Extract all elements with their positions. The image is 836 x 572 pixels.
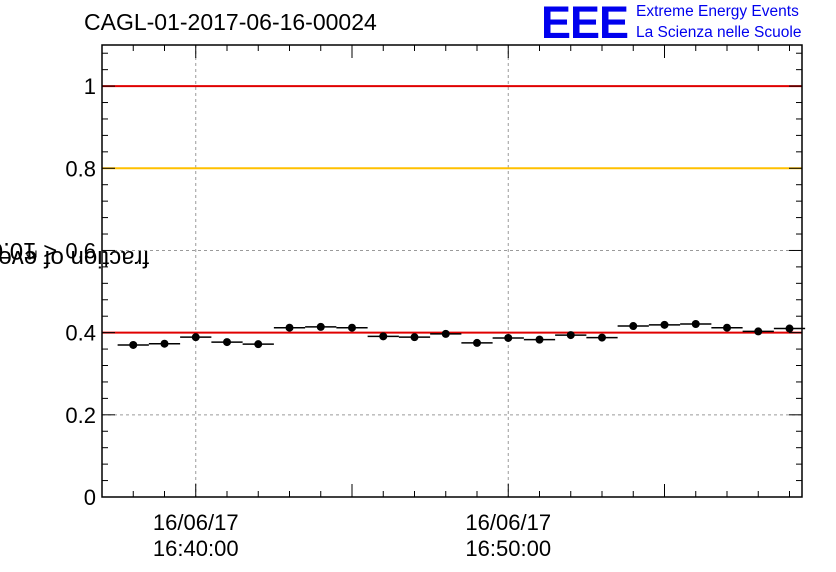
chart-title: CAGL-01-2017-06-16-00024: [84, 9, 377, 35]
x-tick-label-date: 16/06/17: [465, 510, 551, 535]
y-tick-label: 0.6: [65, 238, 96, 263]
data-point: [785, 324, 794, 333]
y-tick-label: 0.8: [65, 156, 96, 181]
data-point: [660, 320, 669, 329]
data-point: [754, 327, 763, 336]
y-tick-label: 1: [84, 74, 96, 99]
eee-logo: EEE: [541, 0, 629, 48]
plot-frame: [101, 44, 803, 498]
y-tick-label: 0: [84, 485, 96, 510]
data-point: [160, 339, 169, 348]
data-point: [379, 332, 388, 341]
y-axis-label-suffix: < 10.0: [0, 236, 58, 264]
data-point: [473, 338, 481, 347]
x-tick-label-time: 16:40:00: [153, 536, 239, 561]
y-tick-label: 0.4: [65, 321, 96, 346]
data-point: [535, 335, 544, 344]
logo-line-2: La Scienza nelle Scuole: [636, 24, 802, 41]
y-tick-label: 0.2: [65, 403, 96, 428]
data-point: [285, 323, 294, 332]
data-point: [441, 329, 450, 338]
data-point: [191, 333, 200, 342]
x-tick-label-time: 16:50:00: [465, 536, 551, 561]
data-point: [348, 323, 356, 332]
data-point: [316, 322, 325, 331]
data-point: [691, 320, 700, 329]
data-point: [723, 323, 731, 332]
data-point: [223, 338, 231, 347]
logo-line-1: Extreme Energy Events: [636, 3, 799, 20]
x-tick-label-date: 16/06/17: [153, 510, 239, 535]
data-point: [629, 322, 638, 331]
data-point: [254, 340, 263, 349]
data-point: [129, 340, 138, 349]
data-point: [566, 331, 575, 340]
data-point: [410, 333, 419, 342]
data-point: [504, 333, 513, 342]
data-point: [598, 333, 606, 342]
